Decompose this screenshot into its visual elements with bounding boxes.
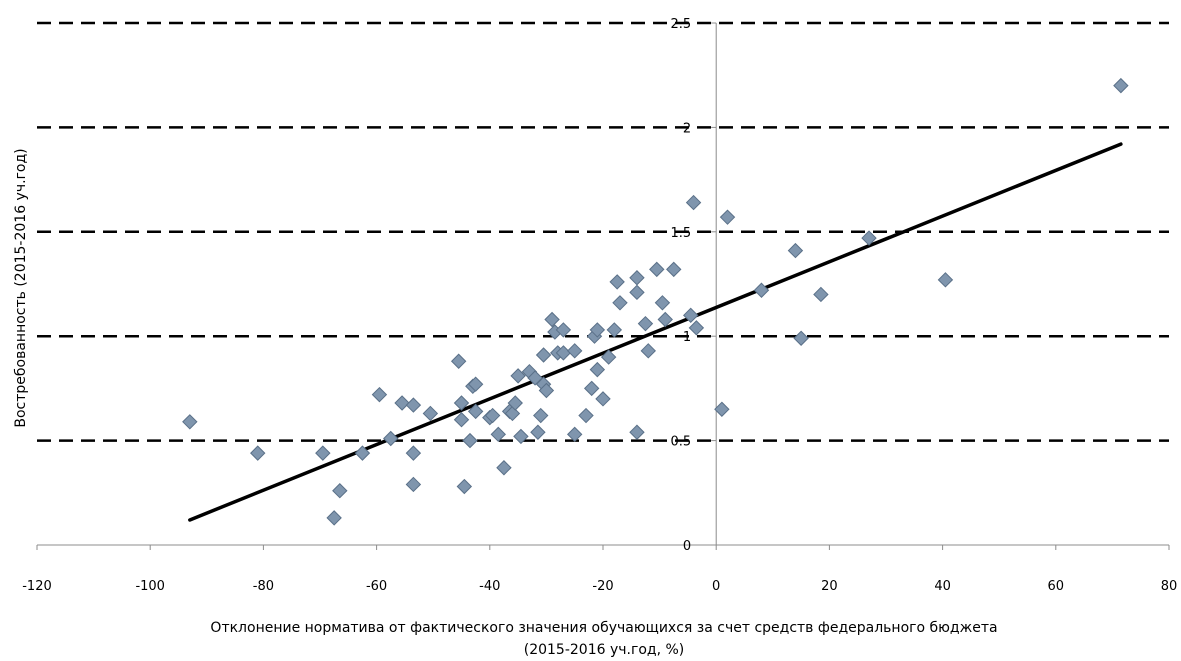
axes — [36, 22, 1170, 550]
data-point-14 — [453, 395, 470, 411]
data-point-70 — [793, 330, 809, 346]
data-point-32 — [530, 424, 546, 440]
data-point-50 — [600, 349, 617, 365]
data-point-7 — [383, 430, 399, 447]
data-point-63 — [683, 307, 699, 324]
data-point-73 — [937, 272, 954, 288]
data-point-42 — [566, 343, 583, 359]
tick-labels: -120 -100 -80 -60 -40 -20 0 20 40 60 80 0 0.5 1 1.5 2 2.… — [22, 17, 1177, 594]
data-point-0 — [182, 414, 198, 430]
data-point-15 — [453, 412, 470, 428]
data-point-24 — [496, 460, 512, 476]
data-point-12 — [422, 405, 439, 422]
data-point-54 — [629, 270, 645, 286]
data-point-19 — [467, 376, 484, 392]
data-point-52 — [609, 274, 625, 290]
data-point-56 — [629, 424, 645, 440]
data-point-8 — [394, 395, 410, 411]
x-tick-label-8: 40 — [934, 579, 951, 594]
data-point-29 — [513, 428, 529, 445]
x-tick-label-6: 0 — [712, 579, 720, 594]
data-point-28 — [510, 368, 526, 384]
data-point-23 — [490, 426, 506, 443]
data-point-57 — [637, 315, 654, 332]
data-point-4 — [332, 483, 348, 499]
y-tick-label-0: 0 — [683, 539, 691, 554]
trendline — [188, 142, 1123, 522]
data-point-67 — [719, 209, 736, 225]
x-tick-label-7: 20 — [821, 579, 838, 594]
data-point-36 — [538, 382, 555, 399]
data-point-74 — [1113, 77, 1129, 94]
data-point-62 — [666, 261, 682, 278]
data-point-1 — [250, 445, 266, 461]
data-point-27 — [507, 395, 523, 411]
y-tick-label-2: 1 — [683, 330, 691, 345]
data-point-58 — [640, 343, 656, 359]
data-point-37 — [544, 311, 560, 328]
y-axis-title: Востребованность (2015-2016 уч.год) — [13, 148, 29, 427]
data-point-53 — [612, 295, 628, 311]
data-point-34 — [535, 347, 552, 363]
data-point-11 — [405, 476, 422, 493]
trendline-layer — [188, 142, 1123, 522]
data-point-44 — [578, 407, 594, 424]
data-point-43 — [566, 426, 583, 443]
y-tick-label-1: 0.5 — [671, 435, 692, 450]
data-point-60 — [654, 295, 671, 311]
data-point-45 — [583, 380, 600, 397]
gridlines — [37, 21, 1169, 442]
data-point-72 — [861, 230, 877, 246]
x-tick-label-5: -20 — [592, 579, 613, 594]
data-points — [182, 77, 1129, 526]
y-tick-label-5: 2.5 — [671, 17, 692, 32]
data-point-51 — [606, 322, 623, 338]
data-point-71 — [813, 286, 829, 303]
data-point-68 — [753, 282, 770, 298]
y-tick-label-3: 1.5 — [671, 226, 692, 241]
data-point-55 — [629, 284, 645, 301]
x-tick-label-0: -120 — [22, 579, 52, 594]
x-axis-title-line2: (2015-2016 уч.год, %) — [524, 642, 685, 658]
data-point-9 — [405, 397, 422, 413]
data-point-47 — [589, 322, 606, 338]
data-point-6 — [371, 386, 388, 403]
data-point-17 — [462, 432, 478, 449]
x-tick-label-2: -80 — [253, 579, 274, 594]
data-point-64 — [685, 194, 702, 211]
data-point-22 — [484, 407, 501, 424]
data-point-69 — [787, 242, 804, 259]
x-tick-label-10: 80 — [1161, 579, 1178, 594]
data-point-20 — [467, 403, 484, 420]
data-point-59 — [649, 261, 665, 278]
y-tick-label-4: 2 — [683, 121, 691, 136]
x-tick-label-9: 60 — [1048, 579, 1065, 594]
data-point-65 — [688, 320, 705, 336]
x-axis-title: Отклонение норматива от фактического зна… — [210, 620, 997, 636]
x-tick-label-4: -40 — [479, 579, 500, 594]
data-point-48 — [589, 361, 606, 378]
data-point-16 — [456, 478, 473, 495]
data-point-5 — [354, 445, 371, 461]
data-point-2 — [315, 445, 331, 461]
data-point-66 — [714, 401, 730, 417]
data-point-49 — [595, 391, 611, 407]
data-point-31 — [527, 370, 543, 386]
data-point-3 — [326, 510, 342, 526]
data-point-61 — [657, 311, 673, 328]
x-tick-label-3: -60 — [366, 579, 387, 594]
data-point-33 — [533, 407, 549, 424]
data-point-40 — [555, 322, 572, 338]
data-point-10 — [405, 445, 422, 461]
x-tick-label-1: -100 — [135, 579, 165, 594]
data-point-13 — [450, 353, 467, 369]
